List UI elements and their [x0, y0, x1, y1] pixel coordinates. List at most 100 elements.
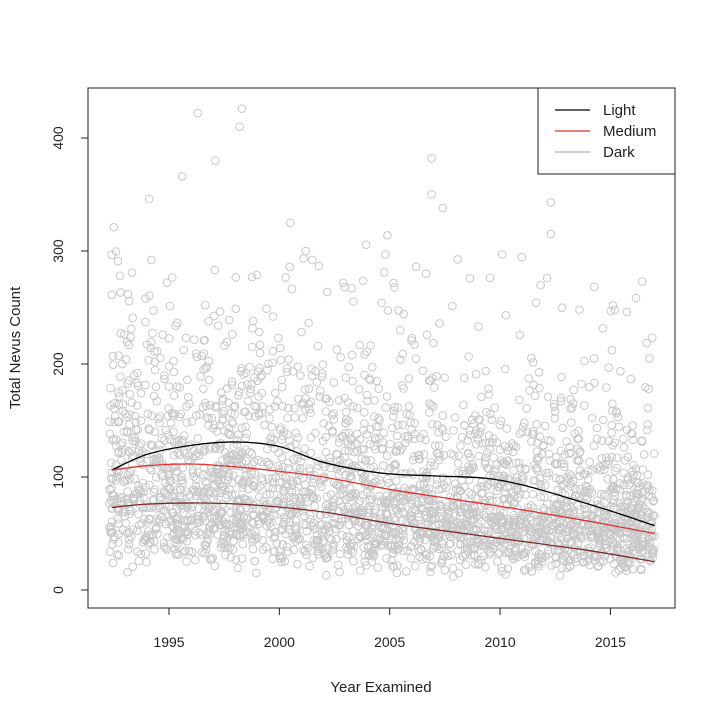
scatter-point — [163, 430, 173, 440]
scatter-point — [572, 456, 582, 465]
scatter-point — [355, 340, 365, 350]
scatter-point — [169, 391, 179, 400]
scatter-point — [170, 409, 180, 419]
scatter-point — [227, 377, 237, 386]
scatter-point — [192, 352, 202, 362]
scatter-point — [160, 371, 169, 380]
scatter-point — [589, 354, 599, 363]
scatter-point — [487, 415, 497, 425]
scatter-point — [528, 358, 538, 367]
scatter-point — [410, 561, 420, 571]
scatter-point — [638, 540, 648, 550]
scatter-point — [430, 461, 439, 470]
scatter-point — [637, 437, 647, 446]
scatter-point — [396, 355, 405, 364]
scatter-point — [150, 545, 159, 554]
scatter-point — [633, 486, 642, 495]
scatter-point — [208, 553, 217, 563]
scatter-point — [289, 507, 299, 516]
scatter-point — [626, 374, 636, 384]
scatter-point-outlier — [177, 172, 187, 181]
scatter-point — [480, 562, 490, 572]
scatter-point — [370, 396, 379, 405]
scatter-point — [187, 503, 196, 512]
scatter-point — [114, 519, 123, 529]
scatter-point — [426, 376, 435, 385]
scatter-point — [363, 396, 372, 406]
scatter-point — [447, 550, 456, 560]
scatter-point — [462, 519, 471, 529]
scatter-point — [485, 444, 495, 454]
scatter-point — [196, 372, 205, 381]
scatter-point — [236, 505, 246, 515]
scatter-point — [566, 395, 575, 404]
scatter-point — [367, 523, 376, 533]
scatter-point — [197, 351, 207, 361]
scatter-point — [358, 490, 368, 500]
scatter-point — [243, 396, 253, 406]
scatter-point — [518, 422, 528, 432]
scatter-point — [466, 430, 475, 440]
scatter-point — [251, 568, 261, 578]
scatter-point — [113, 514, 122, 524]
scatter-point — [182, 418, 192, 427]
scatter-point — [566, 538, 576, 547]
scatter-point — [197, 548, 207, 557]
scatter-point — [348, 376, 357, 386]
scatter-point — [483, 539, 493, 549]
scatter-point — [636, 564, 646, 574]
scatter-point — [465, 452, 475, 462]
scatter-point — [385, 517, 394, 526]
scatter-point — [550, 414, 559, 423]
scatter-point — [165, 334, 174, 343]
scatter-point — [648, 549, 658, 558]
scatter-point — [319, 419, 329, 428]
scatter-point — [609, 481, 618, 491]
scatter-point — [394, 540, 404, 550]
scatter-point — [292, 463, 301, 472]
scatter-point — [474, 451, 484, 461]
scatter-point — [218, 416, 227, 425]
scatter-point — [624, 480, 634, 490]
scatter-point — [628, 542, 638, 552]
scatter-point — [248, 544, 258, 554]
scatter-point — [269, 435, 279, 444]
x-tick-label: 1995 — [153, 634, 184, 650]
scatter-point — [552, 500, 561, 509]
scatter-point — [220, 448, 230, 457]
scatter-point — [460, 421, 469, 430]
scatter-point — [470, 429, 480, 438]
scatter-point — [193, 467, 203, 477]
scatter-point — [230, 401, 240, 411]
scatter-point — [114, 551, 124, 560]
scatter-point — [501, 311, 511, 320]
scatter-point — [480, 459, 490, 469]
scatter-point — [451, 511, 461, 520]
scatter-point — [518, 427, 527, 436]
scatter-point — [192, 411, 201, 420]
scatter-point — [550, 459, 560, 469]
scatter-point — [383, 306, 393, 315]
scatter-point — [257, 408, 267, 418]
scatter-point — [321, 447, 331, 457]
scatter-point — [172, 318, 182, 328]
scatter-point — [569, 385, 578, 395]
scatter-point — [250, 535, 260, 544]
scatter-point — [276, 423, 285, 433]
scatter-point — [521, 507, 531, 517]
scatter-point — [207, 473, 217, 483]
scatter-point — [389, 406, 399, 416]
scatter-point — [410, 419, 420, 428]
scatter-point — [401, 567, 411, 576]
scatter-point — [514, 458, 524, 468]
scatter-point — [450, 479, 460, 489]
scatter-point — [571, 557, 581, 567]
scatter-point — [183, 527, 193, 537]
scatter-point — [305, 464, 314, 474]
scatter-point — [371, 477, 380, 486]
scatter-point — [428, 515, 438, 525]
scatter-point — [171, 466, 181, 476]
scatter-point-outlier — [235, 122, 244, 131]
scatter-point — [307, 364, 316, 374]
scatter-point — [144, 356, 153, 365]
